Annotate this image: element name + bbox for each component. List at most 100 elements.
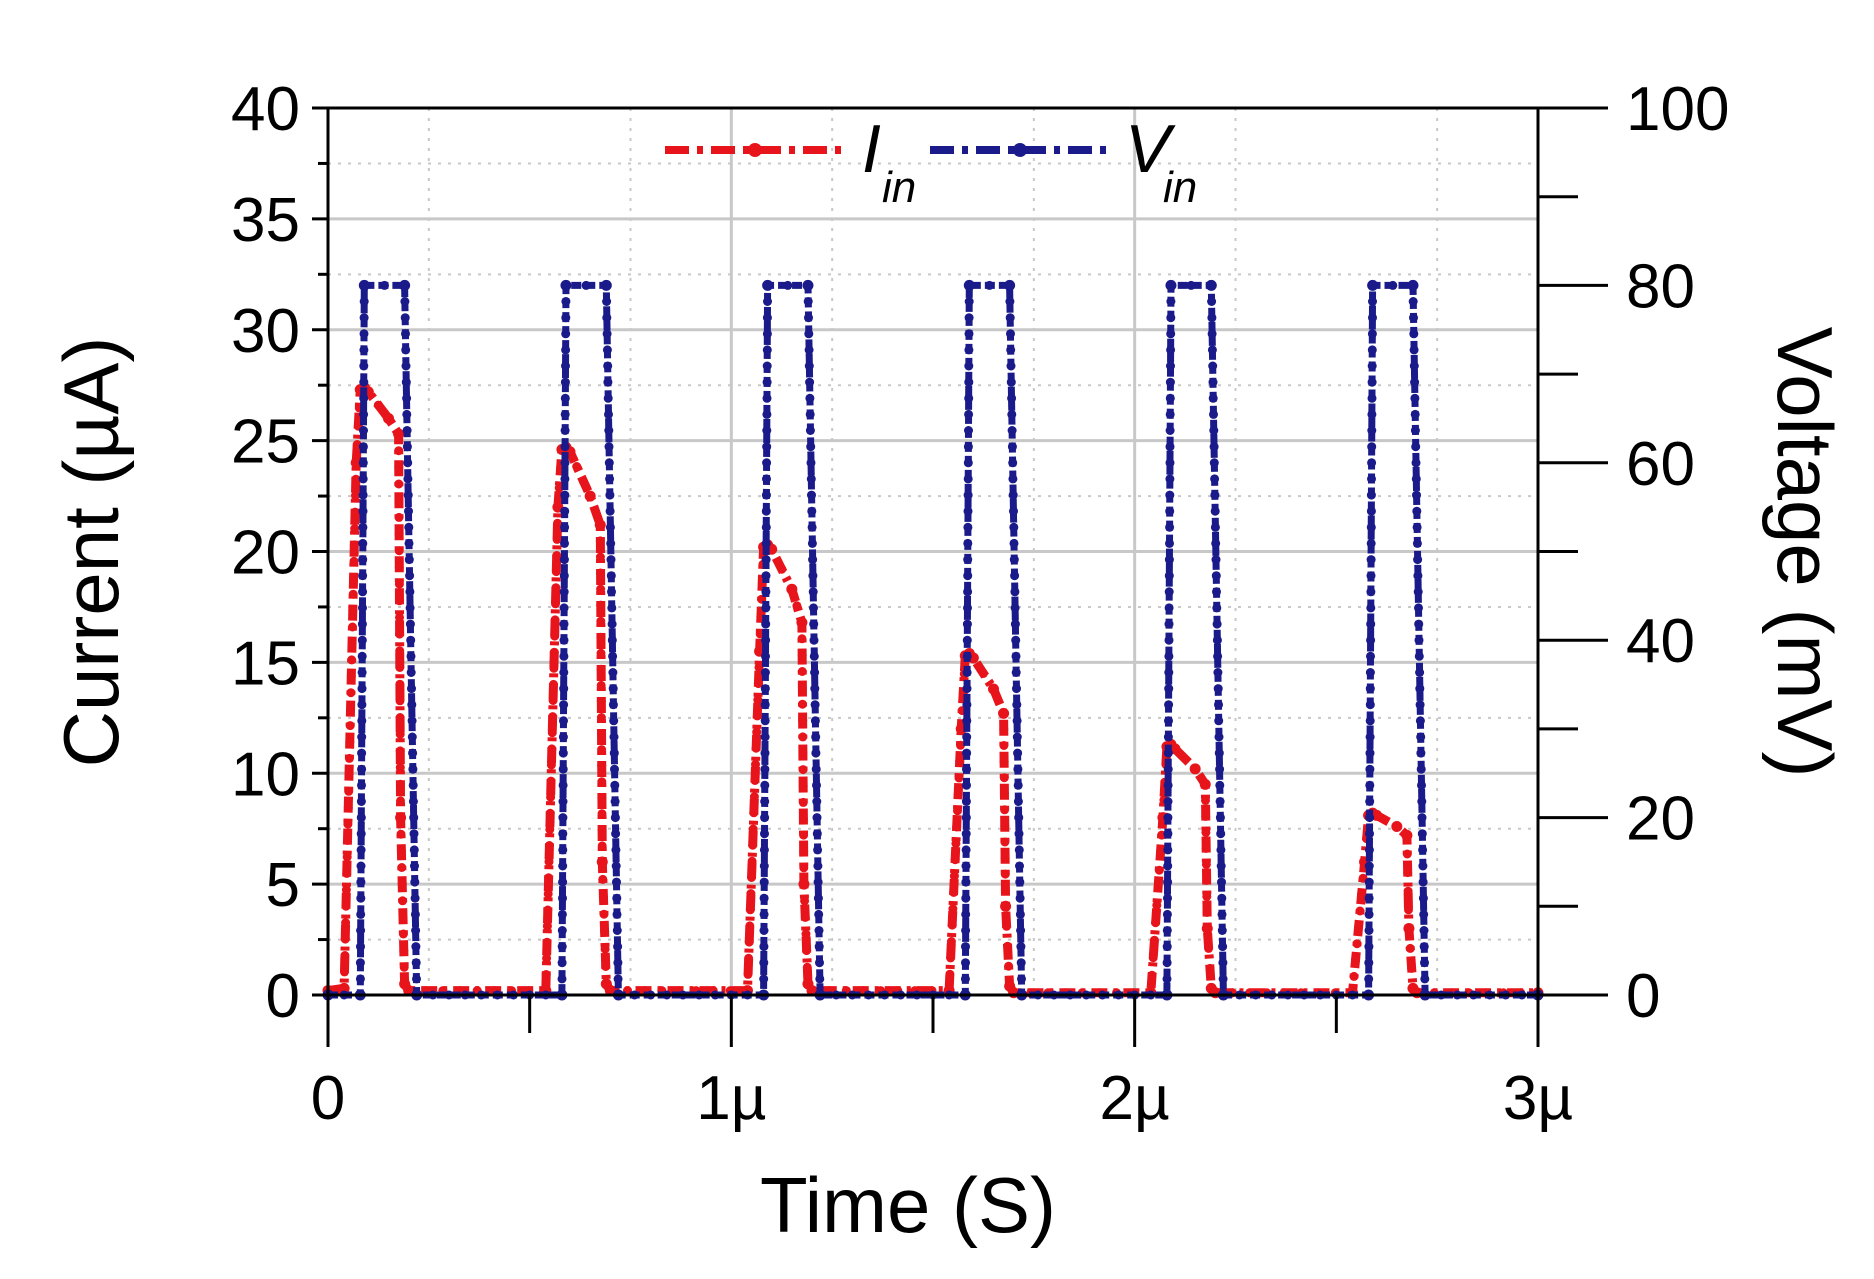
series-marker-0 (1407, 963, 1417, 973)
series-marker-1 (1418, 893, 1428, 903)
series-marker-1 (1011, 651, 1021, 661)
series-marker-1 (961, 829, 971, 839)
series-marker-1 (961, 942, 970, 952)
series-point-1 (600, 279, 612, 291)
series-marker-1 (610, 797, 620, 806)
series-marker-1 (1212, 587, 1221, 597)
series-marker-1 (405, 619, 415, 629)
series-marker-1 (760, 829, 769, 839)
series-marker-1 (962, 700, 972, 710)
series-marker-1 (1164, 603, 1174, 613)
series-marker-0 (347, 655, 357, 665)
series-marker-1 (964, 377, 974, 387)
series-marker-0 (1357, 890, 1366, 900)
series-marker-1 (402, 442, 412, 452)
series-marker-1 (812, 797, 822, 806)
series-marker-0 (802, 946, 812, 956)
series-marker-1 (961, 861, 971, 871)
series-marker-1 (1214, 748, 1224, 758)
series-marker-1 (558, 797, 568, 806)
series-marker-0 (340, 951, 350, 960)
series-marker-1 (405, 603, 415, 613)
series-point-0 (584, 490, 596, 502)
series-marker-1 (559, 668, 569, 677)
series-marker-1 (607, 603, 617, 613)
legend-label-subscript: in (1163, 163, 1197, 212)
series-marker-0 (1148, 953, 1158, 963)
series-marker-1 (557, 974, 567, 984)
series-marker-1 (612, 893, 622, 903)
series-marker-1 (407, 716, 417, 726)
y-tick-label: 0 (266, 962, 300, 1031)
series-marker-1 (1013, 748, 1023, 758)
series-marker-1 (358, 571, 368, 581)
series-marker-0 (999, 757, 1009, 767)
series-marker-1 (402, 426, 412, 435)
series-marker-0 (1204, 943, 1214, 953)
series-marker-1 (560, 458, 570, 468)
series-marker-1 (604, 442, 614, 452)
series-marker-1 (1165, 409, 1175, 419)
series-marker-1 (759, 926, 769, 935)
series-marker-1 (812, 829, 822, 839)
series-marker-1 (557, 958, 567, 968)
series-marker-1 (405, 571, 415, 581)
series-marker-0 (395, 729, 405, 739)
series-marker-0 (544, 841, 554, 850)
series-marker-1 (605, 474, 615, 484)
series-marker-1 (1413, 555, 1423, 565)
series-marker-1 (762, 345, 772, 355)
series-marker-1 (1006, 361, 1016, 371)
series-marker-0 (744, 953, 754, 963)
series-marker-0 (349, 556, 359, 566)
series-marker-1 (808, 587, 818, 597)
series-marker-1 (961, 926, 971, 935)
series-marker-1 (1209, 458, 1219, 468)
series-marker-1 (1412, 538, 1422, 548)
series-marker-1 (808, 571, 818, 581)
y-tick-label: 30 (231, 297, 300, 366)
series-marker-0 (951, 838, 961, 848)
series-marker-1 (559, 555, 569, 565)
series-marker-1 (762, 426, 772, 435)
series-marker-1 (1412, 506, 1422, 516)
series-marker-1 (357, 668, 367, 677)
series-marker-0 (596, 568, 605, 578)
series-marker-0 (348, 589, 358, 599)
series-marker-1 (356, 942, 365, 952)
series-marker-1 (810, 668, 820, 677)
series-marker-0 (394, 562, 404, 572)
series-marker-1 (1016, 942, 1026, 952)
series-marker-0 (799, 863, 809, 873)
series-marker-1 (1210, 490, 1220, 500)
series-marker-0 (544, 857, 554, 867)
series-marker-1 (1213, 684, 1223, 694)
legend-item-1: Vin (930, 111, 1197, 212)
series-marker-1 (1364, 877, 1374, 887)
series-marker-1 (1014, 829, 1024, 839)
series-marker-1 (1164, 619, 1174, 629)
series-marker-1 (406, 668, 416, 677)
series-marker-0 (340, 967, 349, 977)
series-marker-0 (549, 663, 559, 673)
series-marker-1 (761, 651, 770, 661)
series-marker-1 (560, 393, 570, 403)
series-marker-1 (409, 829, 419, 839)
series-marker-1 (964, 393, 974, 403)
series-marker-0 (349, 573, 359, 583)
series-marker-1 (1162, 958, 1172, 968)
series-marker-1 (812, 780, 821, 790)
series-marker-1 (1207, 297, 1217, 306)
series-marker-1 (962, 668, 972, 677)
series-marker-1 (783, 280, 793, 290)
series-marker-1 (1365, 716, 1375, 726)
series-marker-1 (559, 651, 569, 661)
series-marker-1 (759, 861, 769, 871)
series-marker-1 (804, 345, 814, 355)
series-marker-0 (597, 825, 607, 835)
series-marker-1 (558, 780, 568, 790)
series-point-1 (358, 279, 370, 291)
series-marker-1 (407, 700, 417, 710)
series-marker-1 (356, 909, 366, 919)
series-marker-0 (1156, 848, 1165, 858)
